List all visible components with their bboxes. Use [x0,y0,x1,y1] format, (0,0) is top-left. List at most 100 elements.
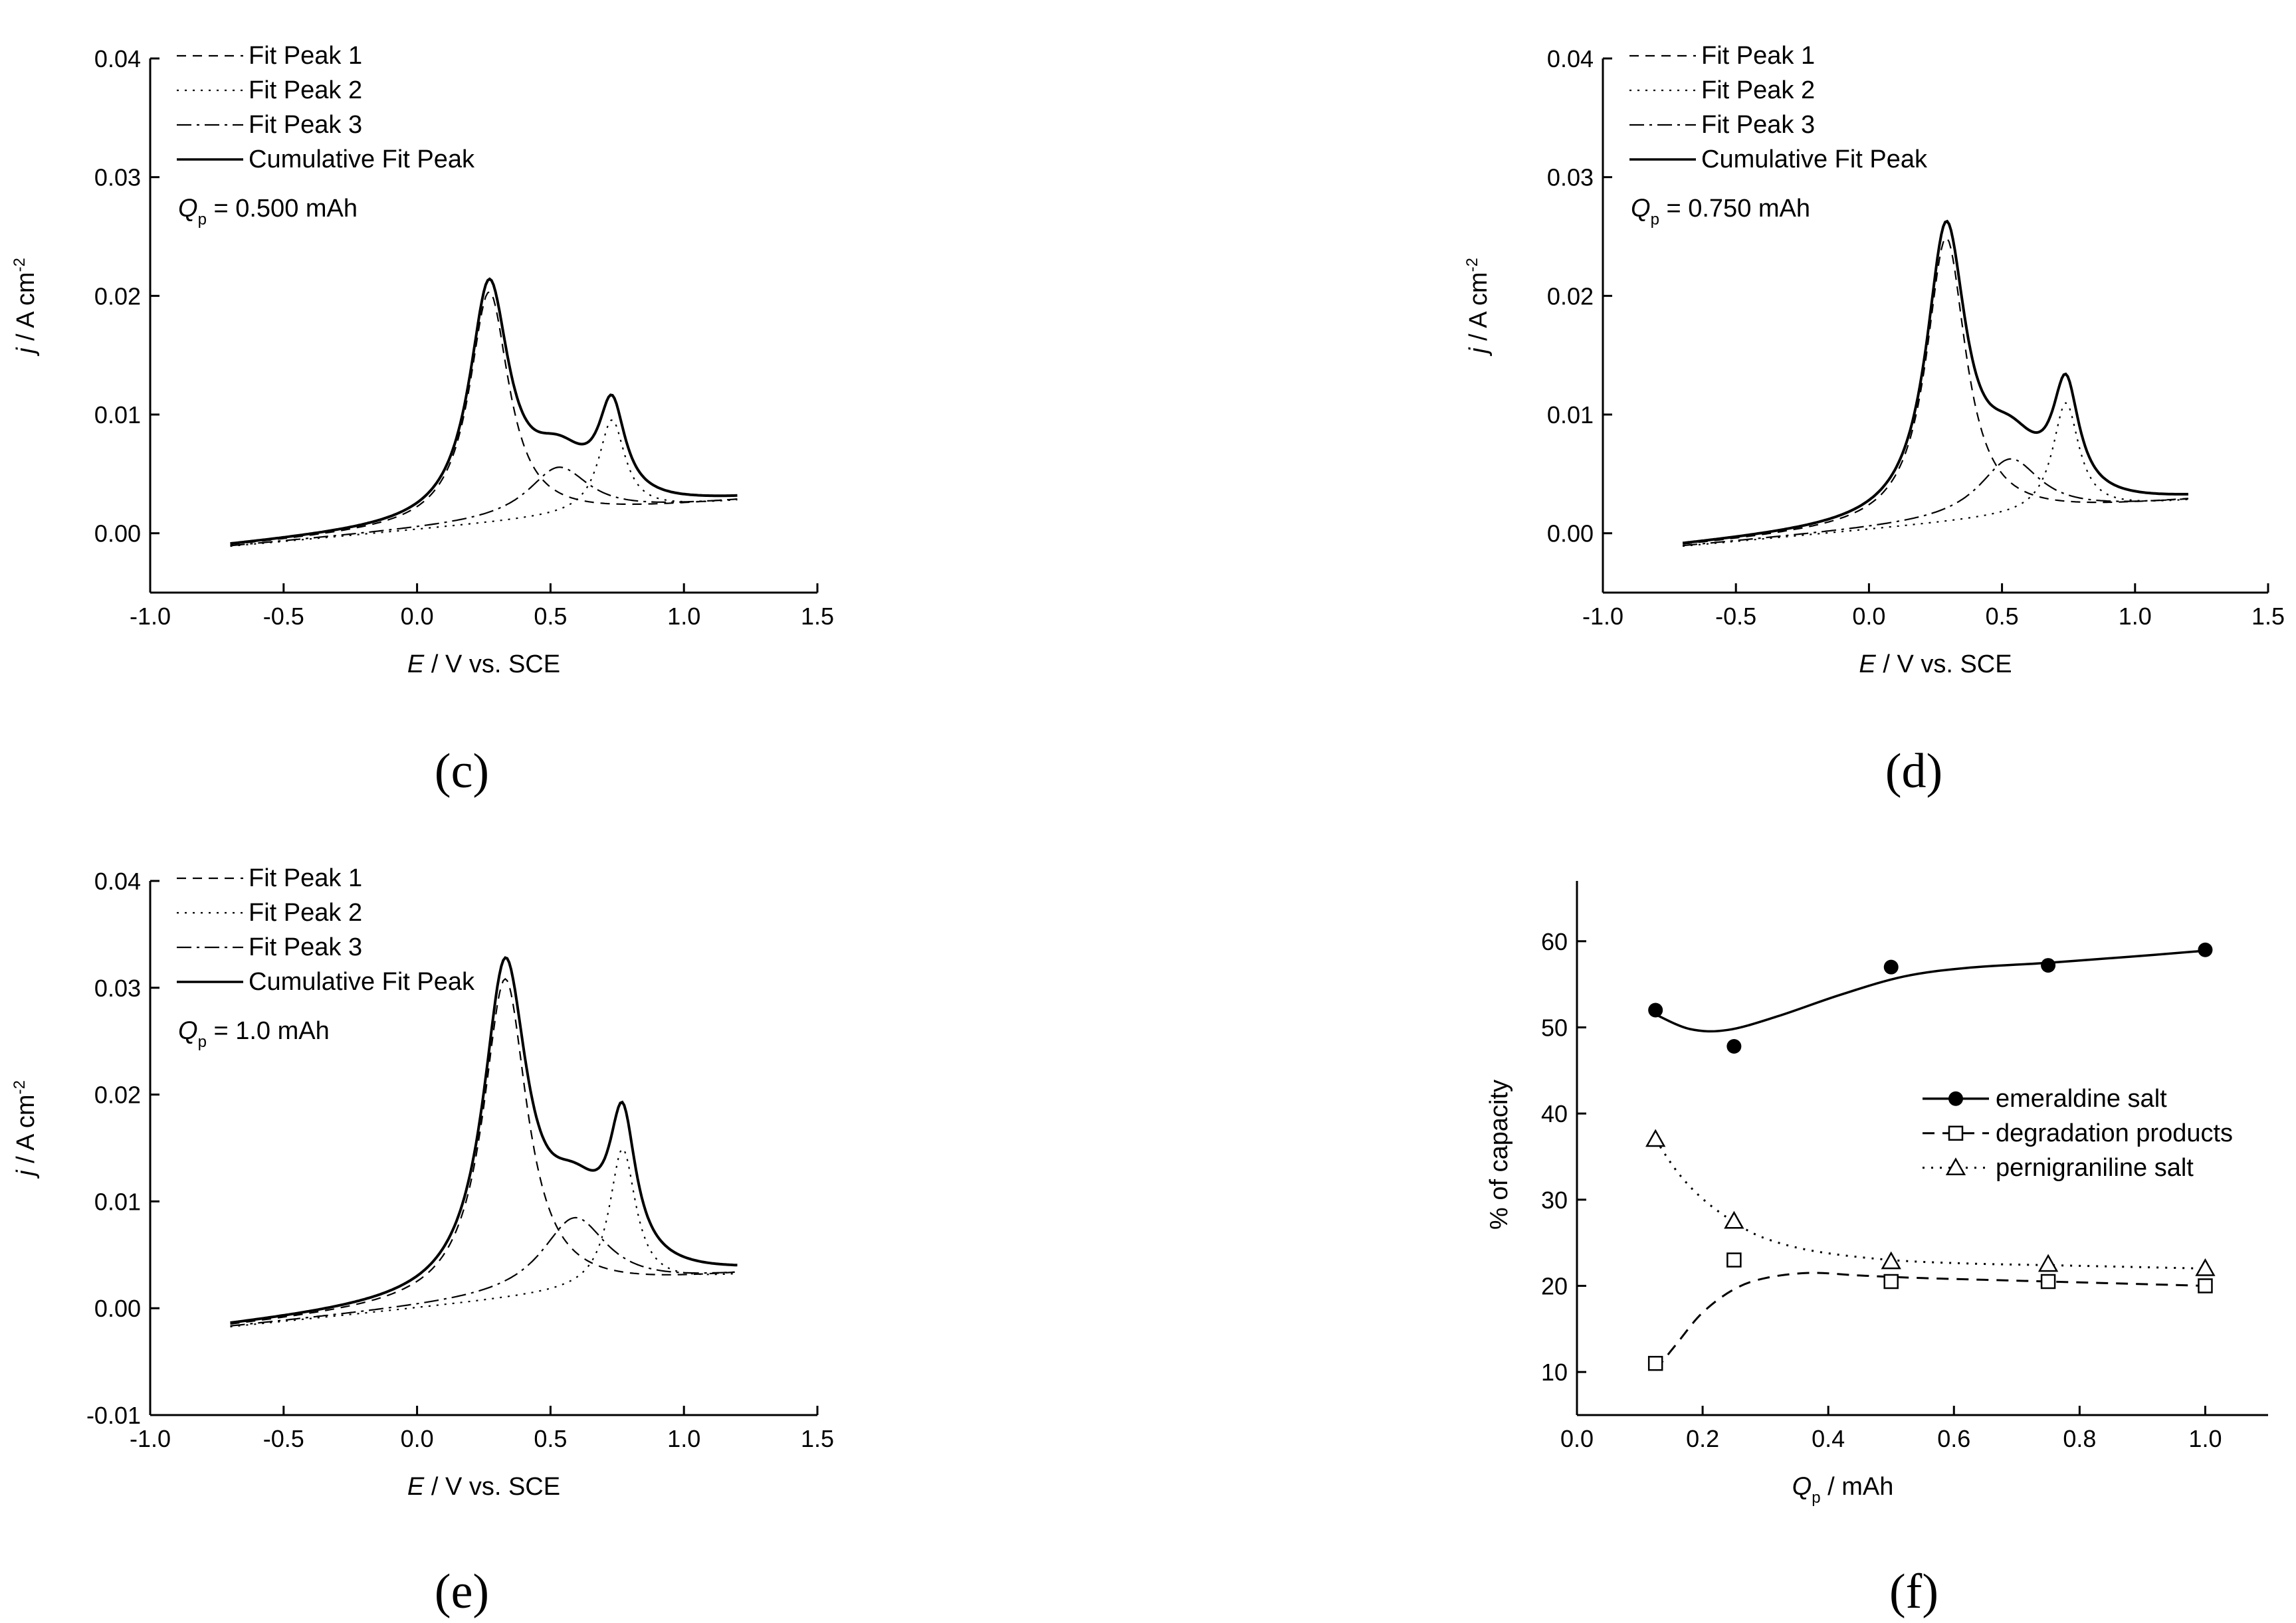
pernigraniline-salt-point [2037,1254,2059,1272]
fit-peak-1-line [230,290,738,545]
emeraldine-salt-point [2198,942,2213,957]
x-axis-label-unit: / V vs. SCE [424,650,560,678]
legend-label-emeraldine-salt: emeraldine salt [1996,1085,2167,1113]
x-tick-label: 0.5 [534,603,567,630]
y-tick-label: 0.04 [1547,45,1594,72]
charge-annotation: Qp = 0.750 mAh [1631,195,1810,229]
y-tick-label: 40 [1541,1100,1568,1127]
fit-peak-1-line [230,978,738,1325]
x-axis-label-symbol: E [407,650,425,678]
charge-annotation-symbol: Q [178,1017,198,1045]
panel-letter: (d) [1885,744,1942,799]
charge-annotation-subscript: p [198,1033,207,1051]
chart-panel-e: -1.0 -0.5 0.0 0.5 1.0 1.5 -0.01 0.00 0.01 0.02 0.0… [11,864,834,1619]
x-axis-label-unit: / V vs. SCE [424,1473,560,1501]
degradation-products-point [1883,1274,1899,1289]
x-axis-label-unit: / V vs. SCE [1876,650,2012,678]
legend-label-fit-peak-2: Fit Peak 2 [249,76,362,104]
y-axis-label-unit: / A cm [1465,272,1493,347]
x-axis-label-unit: / mAh [1821,1473,1894,1501]
legend-label-degradation-products: degradation products [1996,1119,2233,1147]
panel-letter: (c) [435,744,489,799]
y-axis-label: j / A cm-2 [11,1080,40,1179]
pernigraniline-salt-point [2195,1258,2216,1276]
chart-panel-f: 0.0 0.2 0.4 0.6 0.8 1.0 10 20 30 40 50 60 Qp / mAh % … [1485,881,2268,1619]
y-tick-label: 0.04 [94,868,141,895]
emeraldine-salt-point [1883,959,1899,975]
y-axis-label: % of capacity [1485,1080,1513,1230]
x-tick-label: 1.0 [2188,1425,2222,1452]
legend-label-fit-peak-3: Fit Peak 3 [249,933,362,961]
y-tick-label: -0.01 [86,1402,141,1429]
y-tick-label: 30 [1541,1187,1568,1214]
panel-letter: (e) [435,1565,489,1619]
x-tick-label: 0.0 [401,603,434,630]
legend-label-fit-peak-2: Fit Peak 2 [249,899,362,927]
pernigraniline-salt-point [1881,1251,1901,1270]
x-axis-label: E / V vs. SCE [407,1473,560,1501]
y-axis-label-exponent: -2 [1463,258,1481,272]
charge-annotation: Qp = 0.500 mAh [178,195,358,229]
y-tick-label: 20 [1541,1272,1568,1299]
x-tick-label: 0.0 [1852,603,1885,630]
x-tick-label: 0.4 [1812,1425,1845,1452]
legend-label-fit-peak-2: Fit Peak 2 [1701,76,1815,104]
cumulative-fit-peak-line [230,277,738,545]
fit-peak-1-line [1682,237,2188,545]
charge-annotation-symbol: Q [178,195,198,223]
y-tick-label: 10 [1541,1359,1568,1386]
charge-annotation: Qp = 1.0 mAh [178,1017,330,1051]
fit-peak-3-line [1682,458,2188,547]
y-tick-label: 0.02 [94,1082,141,1109]
y-tick-label: 0.03 [94,164,141,191]
panel-letter: (f) [1889,1565,1938,1619]
fit-peak-3-line [230,1216,738,1327]
y-tick-label: 0.01 [94,1188,141,1215]
legend-marker-degradation-products [1948,1125,1964,1141]
y-axis-label-exponent: -2 [11,258,29,272]
x-tick-label: 1.0 [2119,603,2152,630]
charge-annotation-value: = 1.0 mAh [207,1017,330,1045]
cumulative-fit-peak-line [1682,219,2188,545]
charge-annotation-symbol: Q [1631,195,1651,223]
x-tick-label: 1.5 [801,1425,834,1452]
y-tick-label: 0.02 [94,282,141,310]
x-axis-label: E / V vs. SCE [407,650,560,678]
legend-label-fit-peak-3: Fit Peak 3 [249,111,362,139]
chart-panel-c: -1.0 -0.5 0.0 0.5 1.0 1.5 0.00 0.01 0.02 0.03 0.04… [11,42,834,799]
y-axis-label-unit: / A cm [12,272,40,347]
degradation-products-point [2198,1278,2213,1293]
y-tick-label: 0.00 [94,1295,141,1322]
x-tick-label: -0.5 [263,603,304,630]
degradation-products-point [1726,1252,1742,1268]
x-tick-label: 1.0 [667,1425,700,1452]
x-axis-label-symbol: Q [1792,1473,1812,1501]
y-tick-label: 0.00 [1547,520,1594,547]
x-tick-label: 1.5 [801,603,834,630]
y-axis-label: j / A cm-2 [1463,258,1493,357]
x-axis-label: Qp / mAh [1792,1473,1894,1507]
x-tick-label: 1.0 [667,603,700,630]
x-tick-label: 1.5 [2251,603,2285,630]
x-tick-label: 0.0 [1560,1425,1594,1452]
cumulative-fit-peak-line [230,956,738,1324]
legend-marker-emeraldine-salt [1948,1091,1963,1106]
y-axis-label: j / A cm-2 [11,258,40,357]
y-tick-label: 0.04 [94,45,141,72]
legend-label-cumulative-fit-peak: Cumulative Fit Peak [1701,145,1928,173]
y-tick-label: 50 [1541,1014,1568,1041]
x-tick-label: -0.5 [263,1425,304,1452]
y-tick-label: 0.00 [94,520,141,547]
x-axis-label-symbol: E [407,1473,425,1501]
degradation-products-point [1647,1355,1663,1371]
x-tick-label: 0.8 [2063,1425,2096,1452]
y-tick-label: 0.01 [1547,401,1594,429]
pernigraniline-salt-point [1724,1210,1744,1229]
x-axis-label-subscript: p [1812,1489,1820,1507]
x-tick-label: -1.0 [130,603,171,630]
charge-annotation-subscript: p [198,211,207,229]
y-tick-label: 0.03 [1547,164,1594,191]
legend-label-fit-peak-1: Fit Peak 1 [1701,42,1815,70]
